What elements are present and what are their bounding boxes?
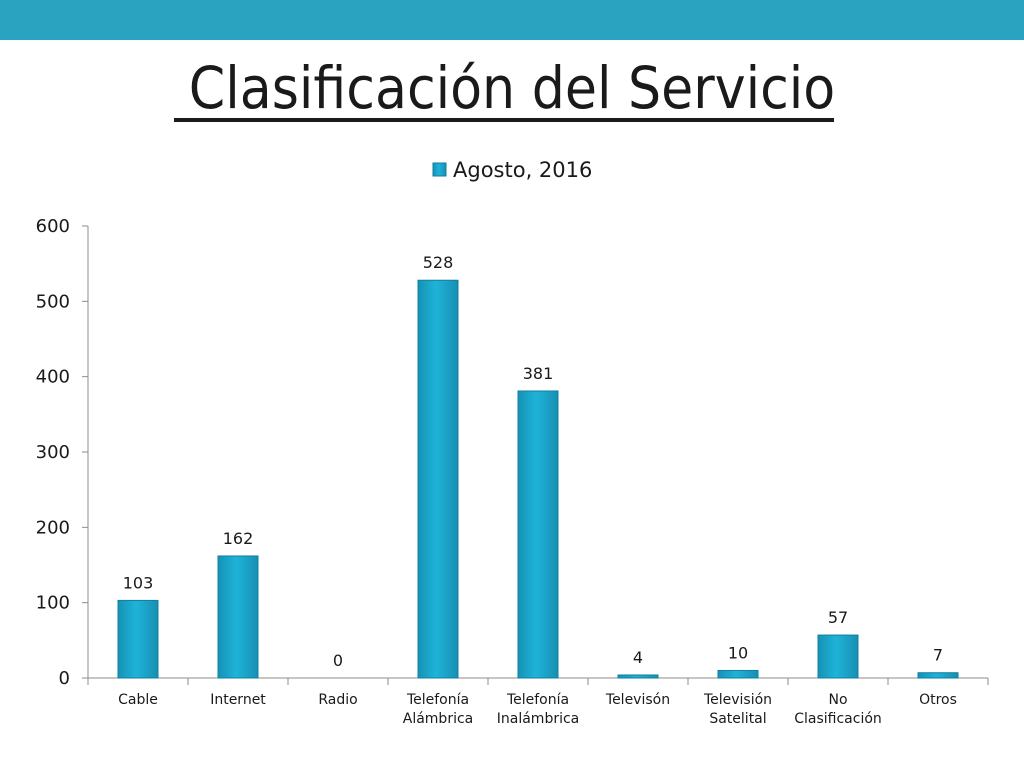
bar: [517, 390, 559, 679]
bar: [417, 279, 459, 679]
legend-label: Agosto, 2016: [453, 158, 592, 182]
y-tick-label: 300: [36, 442, 70, 463]
data-label: 381: [523, 364, 554, 383]
bar: [117, 599, 159, 679]
top-accent-band: [0, 0, 1024, 40]
data-label: 528: [423, 253, 454, 272]
data-label: 0: [333, 651, 343, 670]
y-tick-label: 600: [36, 216, 70, 237]
data-label: 162: [223, 529, 254, 548]
y-tick-label: 100: [36, 593, 70, 614]
x-category-label: Telefonía: [406, 692, 469, 708]
bar: [717, 669, 759, 679]
y-tick-label: 0: [59, 668, 70, 689]
x-category-label: No: [828, 692, 847, 708]
bar: [217, 555, 259, 679]
x-category-label: Alámbrica: [403, 711, 474, 727]
title-underline: [174, 118, 834, 122]
x-category-label: Televisión: [703, 692, 772, 708]
x-category-label: Telefonía: [506, 692, 569, 708]
x-category-label: Clasificación: [794, 711, 882, 727]
y-tick-label: 200: [36, 517, 70, 538]
data-label: 57: [828, 608, 848, 627]
data-label: 10: [728, 643, 748, 662]
bar: [917, 672, 959, 679]
data-label: 7: [933, 646, 943, 665]
legend-swatch: [432, 162, 447, 177]
y-tick-label: 400: [36, 367, 70, 388]
bar: [617, 674, 659, 679]
x-category-label: Televisón: [605, 692, 670, 708]
data-label: 103: [123, 573, 154, 592]
data-label: 4: [633, 648, 643, 667]
x-category-label: Internet: [210, 692, 266, 708]
x-category-label: Radio: [318, 692, 357, 708]
y-tick-label: 500: [36, 291, 70, 312]
slide-title: Clasificación del Servicio: [188, 54, 836, 122]
x-category-label: Satelital: [709, 711, 766, 727]
x-category-label: Otros: [919, 692, 957, 708]
x-category-label: Cable: [118, 692, 158, 708]
x-category-label: Inalámbrica: [497, 711, 580, 727]
bar: [817, 634, 859, 679]
